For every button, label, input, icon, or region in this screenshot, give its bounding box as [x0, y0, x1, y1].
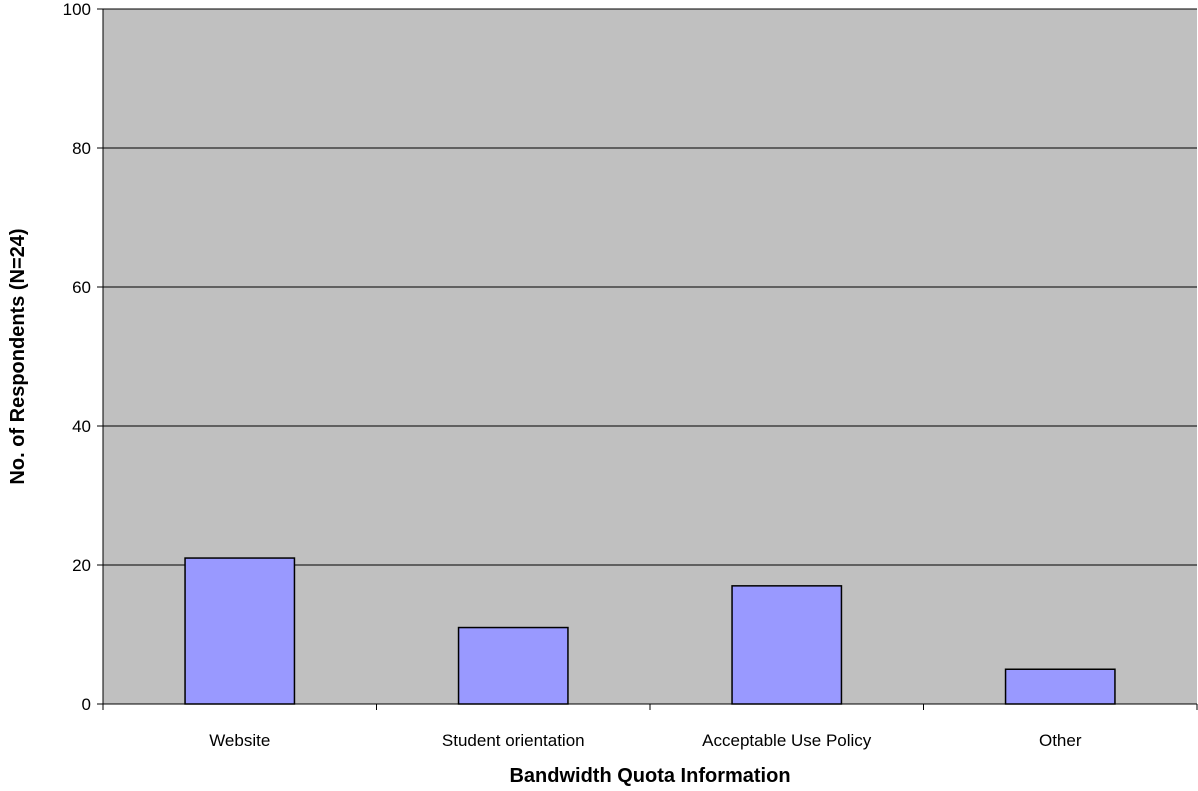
bar — [731, 585, 843, 705]
y-tick-label: 40 — [72, 417, 91, 436]
y-tick-label: 80 — [72, 139, 91, 158]
y-tick-label: 100 — [63, 0, 91, 19]
x-tick-label: Acceptable Use Policy — [702, 731, 872, 750]
y-tick-labels: 0 20 40 60 80 100 — [63, 0, 91, 714]
y-tick-label: 60 — [72, 278, 91, 297]
y-axis-title: No. of Respondents (N=24) — [7, 228, 29, 484]
x-tick-labels: Website Student orientation Acceptable Use… — [209, 731, 1082, 750]
bar — [184, 557, 296, 705]
bars — [184, 557, 1116, 705]
y-tick-label: 0 — [82, 695, 91, 714]
x-axis-title: Bandwidth Quota Information — [509, 765, 790, 787]
bar — [457, 626, 569, 705]
x-tick-label: Student orientation — [442, 731, 585, 750]
x-tick-label: Other — [1039, 731, 1082, 750]
bar — [1004, 668, 1116, 705]
y-tick-label: 20 — [72, 556, 91, 575]
axes — [97, 8, 1198, 710]
x-tick-label: Website — [209, 731, 270, 750]
